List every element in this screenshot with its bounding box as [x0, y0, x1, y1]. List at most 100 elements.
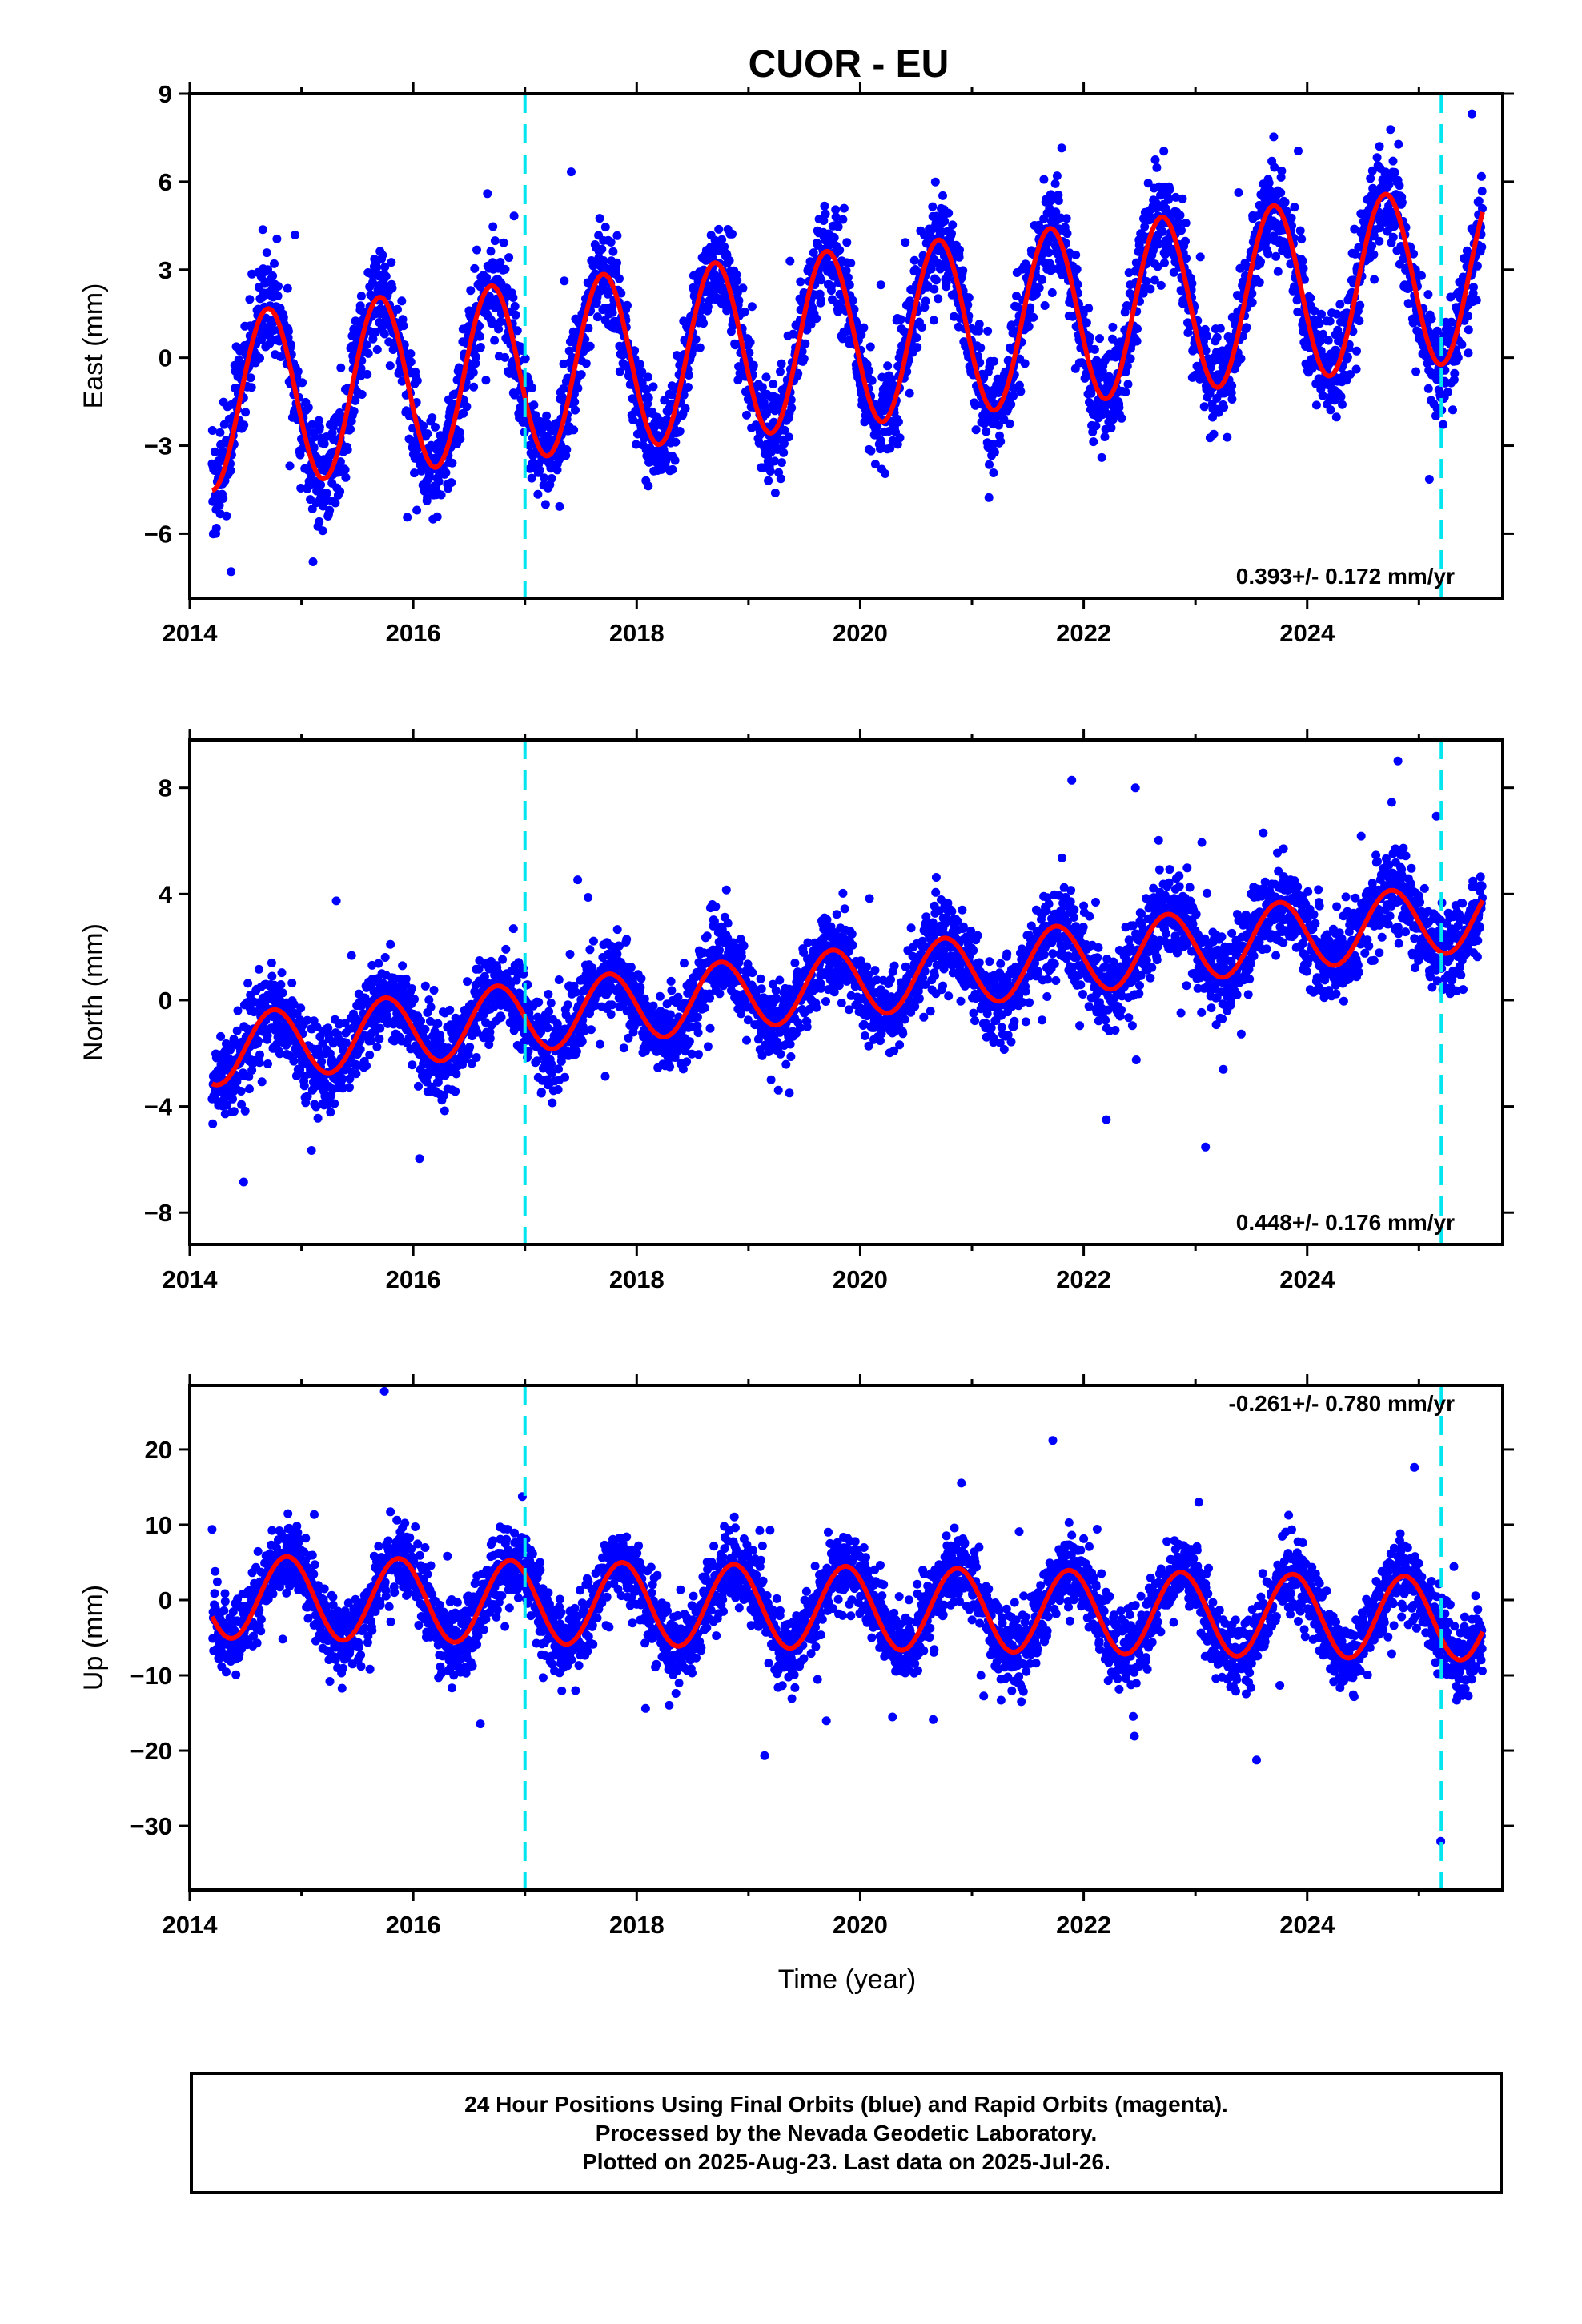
east-data-point [866, 446, 876, 456]
north-data-point [278, 988, 287, 998]
east-data-point [1247, 298, 1257, 308]
east-data-point [612, 258, 621, 267]
east-data-point [714, 224, 724, 234]
east-data-point [982, 427, 991, 436]
east-data-point [1472, 296, 1481, 305]
east-data-point [1046, 190, 1056, 199]
east-data-point [531, 411, 540, 420]
east-data-point [717, 235, 727, 244]
east-data-point [1394, 139, 1403, 149]
north-data-point [277, 968, 287, 978]
east-data-point [246, 373, 255, 383]
east-data-point [1178, 194, 1187, 203]
east-data-point [1047, 288, 1057, 297]
east-data-point [470, 263, 480, 273]
east-data-point [494, 324, 504, 334]
east-data-point [1318, 391, 1327, 400]
east-data-point [1227, 395, 1237, 404]
east-data-point [481, 376, 491, 385]
east-data-point [1318, 329, 1327, 339]
east-data-point [226, 466, 235, 476]
north-data-point [307, 1146, 316, 1155]
east-data-point [462, 402, 472, 412]
east-data-point [341, 472, 351, 482]
east-data-point [769, 380, 778, 389]
east-data-point [597, 244, 607, 254]
east-data-point [1287, 213, 1296, 223]
east-data-point [1072, 264, 1082, 274]
east-data-point [793, 368, 803, 378]
north-data-point [416, 1016, 425, 1026]
north-data-point [426, 1003, 436, 1012]
east-data-point [909, 255, 919, 265]
east-data-point [1450, 368, 1460, 378]
east-data-point [929, 316, 938, 325]
east-data-point [1005, 419, 1014, 428]
east-data-point [1123, 380, 1133, 389]
north-data-point [289, 1056, 299, 1066]
east-data-point [285, 461, 295, 471]
east-data-point [1050, 179, 1060, 188]
east-data-point [576, 370, 586, 380]
east-data-point [512, 326, 522, 336]
east-data-point [1082, 318, 1091, 328]
east-data-point [245, 295, 255, 304]
east-data-point [699, 319, 709, 328]
east-data-point [592, 312, 602, 322]
east-data-point [996, 436, 1006, 446]
east-data-point [307, 472, 316, 481]
east-data-point [738, 283, 748, 293]
east-data-point [1352, 346, 1361, 356]
east-data-point [500, 264, 510, 274]
east-data-point [343, 445, 352, 455]
east-data-point [841, 266, 851, 275]
east-data-point [283, 283, 292, 293]
east-data-point [412, 505, 422, 515]
east-data-point [780, 425, 789, 435]
east-data-point [749, 360, 758, 370]
north-data-point [374, 959, 383, 968]
east-data-point [905, 388, 914, 398]
east-data-point [1375, 236, 1384, 246]
east-data-point [1117, 413, 1126, 423]
east-data-point [1046, 196, 1055, 206]
north-data-point [276, 980, 286, 989]
east-data-point [1026, 303, 1035, 312]
north-data-point [362, 1061, 371, 1071]
east-data-point [372, 345, 382, 354]
east-data-point [410, 468, 419, 478]
north-data-point [451, 1087, 460, 1096]
east-data-point [1071, 250, 1081, 259]
east-data-point [1183, 328, 1193, 337]
east-data-point [838, 215, 848, 224]
east-data-point [1029, 312, 1038, 322]
north-data-point [407, 984, 416, 993]
east-data-point [934, 294, 943, 304]
north-data-point [313, 1113, 323, 1123]
east-data-point [255, 353, 264, 363]
east-data-point [287, 340, 295, 349]
east-data-point [1174, 218, 1183, 227]
east-data-point [644, 372, 652, 382]
east-data-point [1478, 203, 1487, 213]
east-data-point [1258, 201, 1267, 211]
east-data-point [1370, 275, 1379, 284]
east-data-point [984, 493, 994, 502]
east-data-point [1273, 267, 1283, 276]
east-data-point [486, 247, 496, 256]
east-data-point [510, 301, 520, 311]
east-data-point [1297, 235, 1307, 244]
east-data-point [1120, 308, 1130, 317]
east-data-point [335, 487, 345, 497]
east-data-point [1424, 475, 1434, 484]
east-data-point [1366, 174, 1375, 183]
north-data-point [375, 1023, 385, 1033]
east-data-point [1256, 257, 1265, 267]
east-data-point [615, 274, 624, 283]
north-data-point [216, 1031, 226, 1041]
east-data-point [468, 368, 478, 377]
east-data-point [535, 465, 544, 475]
east-data-point [475, 332, 484, 341]
east-data-point [595, 214, 604, 223]
